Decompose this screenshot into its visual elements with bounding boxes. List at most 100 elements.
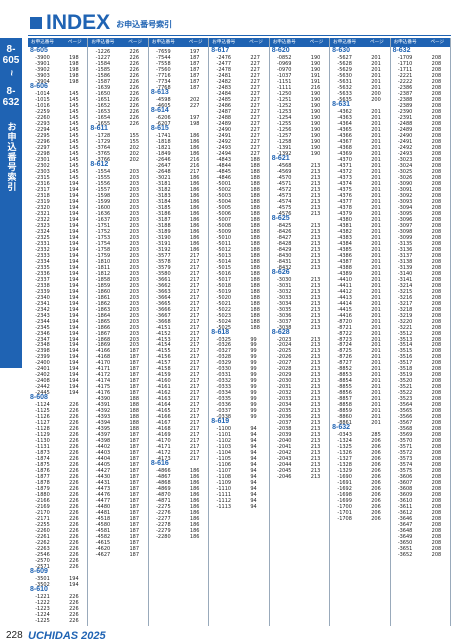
page-ref: 201: [371, 318, 381, 325]
page-ref: 201: [371, 234, 381, 241]
page-ref: 227: [250, 132, 260, 139]
page-ref: 145: [69, 162, 79, 169]
order-number: -4397: [95, 432, 111, 439]
order-number: -1586: [95, 72, 111, 79]
page-ref: 198: [69, 66, 79, 73]
order-number: -2386: [397, 84, 413, 91]
order-number: -2042: [276, 450, 292, 457]
order-number: -4846: [216, 174, 232, 181]
order-number: -2301: [35, 156, 50, 163]
page-ref: 213: [310, 384, 321, 391]
order-number: -3662: [156, 282, 171, 289]
page-ref: 208: [431, 270, 442, 277]
order-number: -4170: [156, 438, 171, 445]
order-number: -1650: [95, 90, 111, 97]
page-ref: 186: [189, 534, 200, 541]
page-ref: 201: [371, 378, 381, 385]
column-header: お申込番号 ページ: [209, 38, 269, 47]
page-ref: 187: [129, 462, 140, 469]
order-number: -3191: [156, 240, 171, 247]
page-ref: 226: [69, 540, 79, 547]
page-ref: 203: [129, 186, 140, 193]
order-number: -4869: [156, 486, 171, 493]
order-number: -1879: [35, 486, 50, 493]
page-ref: 188: [250, 240, 260, 247]
order-number: -4866: [156, 468, 171, 475]
order-number: -1326: [337, 450, 352, 457]
order-number: -1864: [95, 312, 111, 319]
order-number: -8854: [337, 378, 352, 385]
order-number: -4173: [156, 456, 171, 463]
page-ref: 99: [250, 354, 257, 361]
page-ref: 190: [310, 102, 321, 109]
order-number: -3502: [35, 582, 50, 589]
page-ref: 188: [250, 246, 260, 253]
order-number: -1639: [95, 84, 111, 91]
order-number: -4431: [95, 480, 111, 487]
order-number: -3032: [276, 288, 292, 295]
page-ref: 213: [310, 414, 321, 421]
page-ref: 188: [129, 408, 140, 415]
order-number: -1253: [276, 108, 292, 115]
order-number: -1328: [337, 462, 352, 469]
page-ref: 217: [189, 366, 200, 373]
page-ref: 197: [189, 49, 200, 55]
column-header: お申込番号 ページ: [330, 38, 390, 47]
order-number: -2493: [216, 144, 232, 151]
order-number: -8426: [276, 228, 292, 235]
page-ref: 201: [371, 282, 381, 289]
page-ref: 191: [310, 78, 321, 85]
header-number: お申込番号: [333, 40, 357, 45]
page-ref: 187: [129, 546, 140, 553]
page-ref: 201: [371, 186, 381, 193]
page-ref: 217: [189, 408, 200, 415]
order-number: -1112: [216, 498, 232, 505]
order-number: -4156: [156, 354, 171, 361]
page-ref: 188: [250, 162, 260, 169]
order-number: -1810: [95, 258, 111, 265]
page-ref: 194: [69, 576, 79, 583]
order-number: -2324: [35, 228, 50, 235]
page-ref: 227: [250, 60, 260, 67]
order-number: -1691: [337, 480, 352, 487]
page-ref: 213: [310, 438, 321, 445]
index-column: お申込番号 ページ 8-630 -5627 201 -5628 201 -5629 201 -56…: [330, 38, 391, 626]
order-number: -1880: [35, 492, 50, 499]
order-number: -3565: [397, 408, 413, 415]
order-number: -4159: [156, 372, 171, 379]
group-heading: 8-610: [30, 586, 48, 594]
order-number: -0329: [216, 360, 232, 367]
order-number: -4415: [337, 306, 352, 313]
page-ref: 202: [129, 150, 140, 157]
order-number: -2318: [35, 192, 50, 199]
page-ref: 187: [129, 486, 140, 493]
page-ref: 208: [431, 204, 442, 211]
order-number: -3611: [397, 504, 413, 511]
page-ref: 208: [431, 258, 442, 265]
page-ref: 202: [189, 96, 200, 103]
order-number: -2399: [35, 354, 50, 361]
page-ref: 217: [189, 282, 200, 289]
page-ref: 201: [371, 66, 381, 73]
order-number: -1867: [95, 330, 111, 337]
order-number: -4405: [95, 462, 111, 469]
page-ref: 208: [431, 264, 442, 271]
order-number: -2041: [276, 444, 292, 451]
page-ref: 217: [189, 294, 200, 301]
order-number: -4375: [337, 186, 352, 193]
order-number: -2332: [35, 246, 50, 253]
order-number: -1821: [156, 144, 171, 151]
page-ref: 226: [69, 618, 79, 624]
order-number: -4570: [276, 174, 292, 181]
order-number: -2297: [35, 144, 50, 151]
order-number: -1869: [95, 342, 111, 349]
order-number: -3184: [156, 198, 171, 205]
order-number: -4845: [216, 168, 232, 175]
page-ref: 187: [129, 360, 140, 367]
order-number: -8720: [337, 318, 352, 325]
order-number: -3214: [397, 282, 413, 289]
order-number: -1811: [95, 264, 111, 271]
order-number: -0338: [216, 414, 232, 421]
page-ref: 194: [69, 384, 79, 391]
page-ref: 208: [431, 252, 442, 259]
